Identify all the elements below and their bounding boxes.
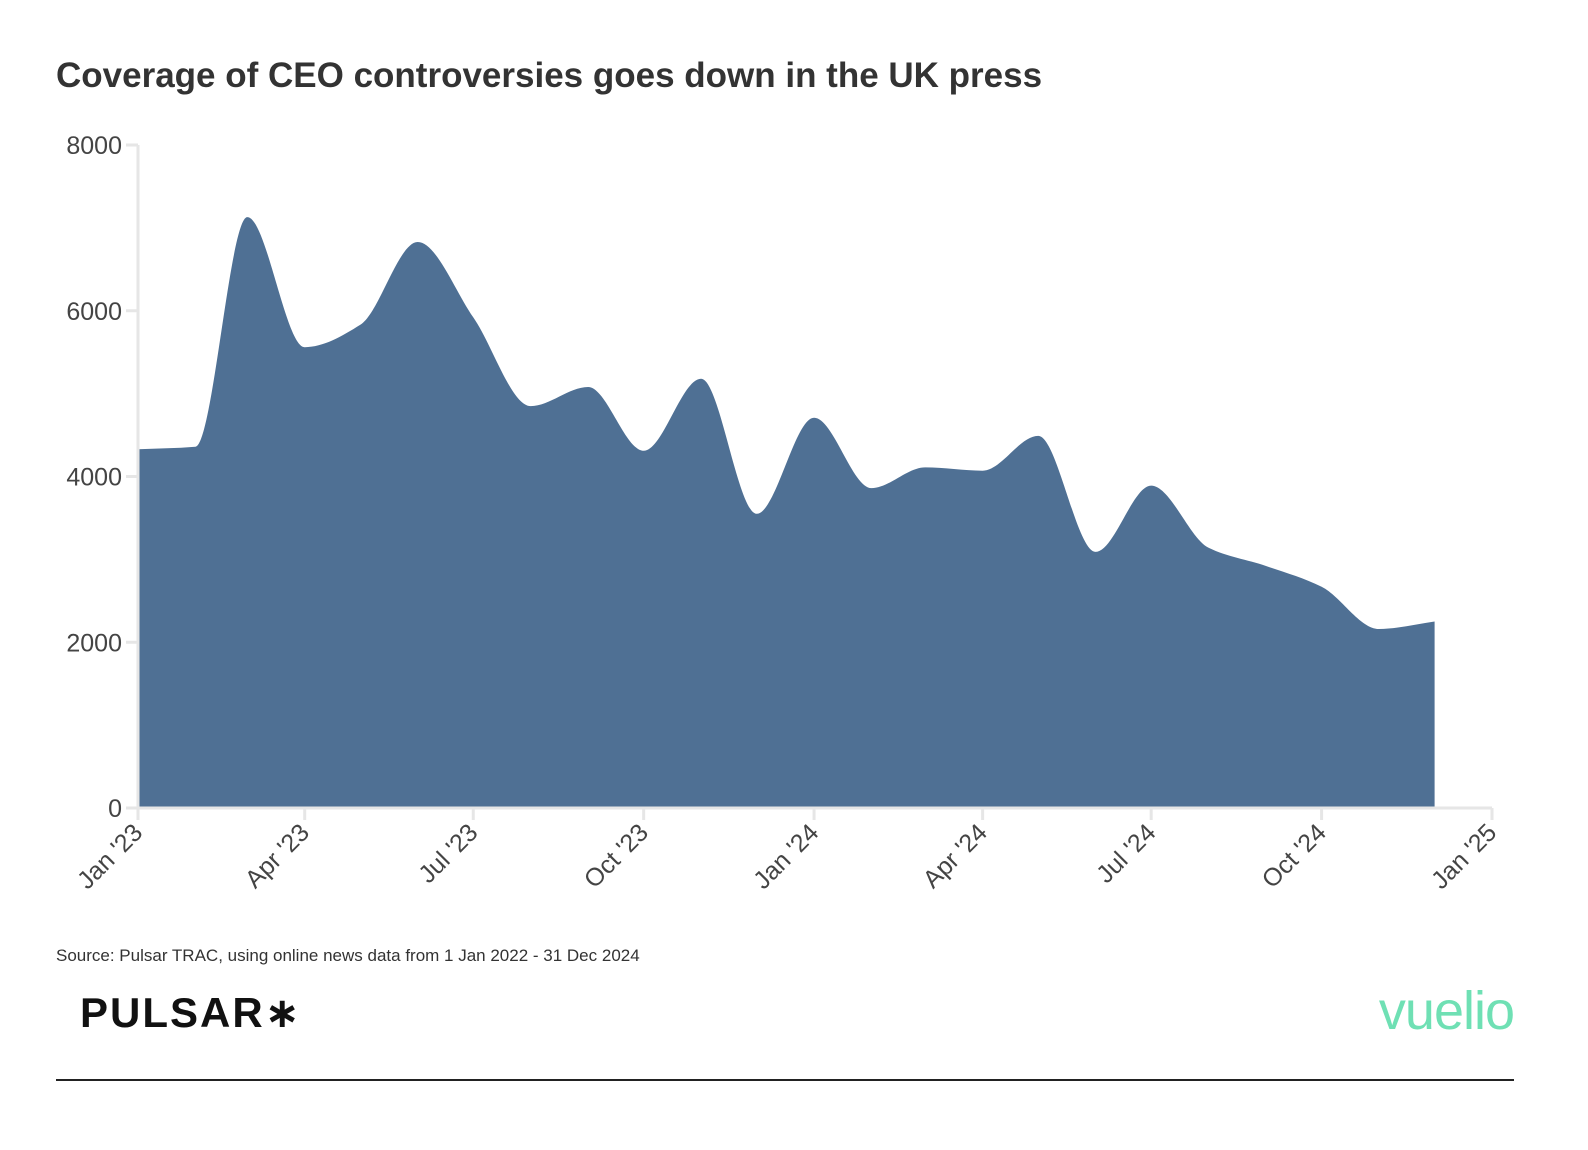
x-tick-label: Jan '24 <box>748 818 824 894</box>
x-tick-label: Apr '23 <box>240 818 315 893</box>
y-tick-label: 2000 <box>66 629 122 657</box>
series-area <box>138 217 1435 808</box>
x-tick-label: Apr '24 <box>918 818 993 893</box>
x-tick-label: Jan '23 <box>72 818 148 894</box>
footer-divider <box>56 1079 1514 1081</box>
source-note: Source: Pulsar TRAC, using online news d… <box>56 946 640 965</box>
x-axis: Jan '23 Apr '23 Jul '23 Oct '23 Jan '24 Apr '… <box>72 806 1502 895</box>
y-tick-label: 6000 <box>66 298 122 326</box>
x-tick-label: Jul '23 <box>413 818 483 888</box>
y-tick-label: 0 <box>108 795 122 823</box>
y-axis: 0 2000 4000 6000 8000 <box>66 132 140 823</box>
x-tick-label: Oct '23 <box>579 818 654 893</box>
x-tick-label: Jan '25 <box>1426 818 1502 894</box>
chart-title: Coverage of CEO controversies goes down … <box>56 56 1043 95</box>
x-tick-label: Jul '24 <box>1091 818 1161 888</box>
area-chart: 0 2000 4000 6000 8000 Jan '23 Apr '23 Jul '23 O… <box>66 132 1502 895</box>
vuelio-logo: vuelio <box>1378 981 1515 1041</box>
pulsar-logo: PULSAR∗ <box>80 989 302 1036</box>
y-tick-label: 8000 <box>66 132 122 160</box>
y-tick-label: 4000 <box>66 464 122 492</box>
x-tick-label: Oct '24 <box>1257 818 1332 893</box>
